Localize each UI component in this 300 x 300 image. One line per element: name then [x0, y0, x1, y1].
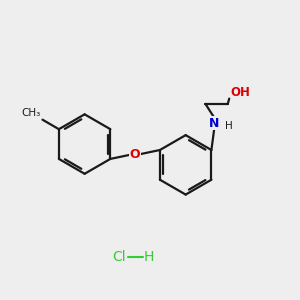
Text: CH₃: CH₃	[22, 108, 41, 118]
Text: N: N	[209, 117, 220, 130]
Text: H: H	[225, 121, 232, 131]
Text: OH: OH	[230, 85, 250, 99]
Text: Cl: Cl	[112, 250, 126, 264]
Text: H: H	[144, 250, 154, 264]
Text: O: O	[130, 148, 140, 161]
